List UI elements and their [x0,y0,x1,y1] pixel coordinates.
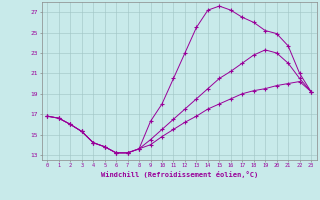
X-axis label: Windchill (Refroidissement éolien,°C): Windchill (Refroidissement éolien,°C) [100,171,258,178]
